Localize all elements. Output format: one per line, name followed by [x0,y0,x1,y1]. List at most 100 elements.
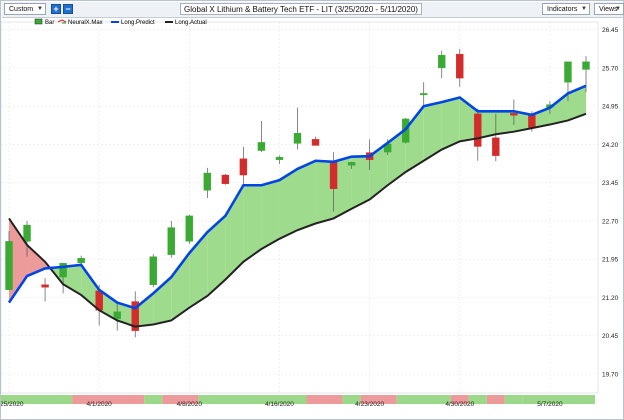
candle-body [167,227,175,255]
candle-body [438,54,446,69]
fill-segment [117,302,136,327]
candle-body [492,137,500,156]
fill-segment [171,253,190,321]
fill-segment [135,293,154,327]
legend: Bar NeuralX.Max Long.Predict Long.Actual [34,18,207,26]
fill-segment [189,232,208,308]
candle-body [113,311,121,320]
fill-segment [531,107,550,129]
fill-segment [81,264,100,311]
long-predict-line [7,84,587,310]
y-axis: 19.70 20.45 21.20 21.95 22.70 23.45 24.20 24.95… [602,27,619,378]
neuralx-band-segment [360,395,397,404]
legend-neuralx-label: NeuralX.Max [68,20,103,26]
zoom-in-button[interactable]: + [51,4,61,14]
indicators-dropdown[interactable]: Indicators ▼ [542,3,590,15]
x-tick-label: 4/30/2020 [445,401,474,408]
neuralx-band-segment [1,395,73,404]
fill-segment [297,160,316,231]
fill-segment [441,97,460,150]
period-dropdown[interactable]: Custom ▼ [4,3,46,15]
plot-border [1,21,599,394]
views-dropdown[interactable]: Views ▼ [594,3,624,15]
chevron-down-icon: ▼ [581,6,587,12]
fill-segment [27,244,46,277]
fill-segment [423,102,442,161]
neuralx-band-segment [306,395,343,404]
fill-segment [315,160,334,224]
fill-segment [279,168,298,239]
candle-body [347,162,356,166]
legend-neuralx-swatch [57,19,67,23]
candle-body [564,61,572,83]
fill-segment [261,180,280,250]
neuralx-band [1,395,596,404]
candle-body [131,301,139,331]
y-tick-label: 21.20 [602,295,619,302]
candle-body [510,113,518,116]
neuralx-band-segment [144,395,163,404]
fill-segment [207,215,226,296]
neuralx-band-segment [162,395,199,404]
fill-segment [369,142,388,200]
y-tick-label: 20.45 [602,333,619,340]
fill-segment [333,156,352,219]
candle-body [185,215,194,242]
neuralx-band-segment [504,395,523,404]
views-dropdown-label: Views [599,6,618,13]
neuralx-band-segment [486,395,505,404]
chart-title: Global X Lithium & Battery Tech ETF - LI… [180,3,422,15]
grid [1,21,599,394]
fill-segment [495,111,514,135]
y-tick-label: 22.70 [602,218,619,225]
candle-body [329,162,338,190]
y-tick-label: 24.20 [602,142,619,149]
candle-body [203,172,212,191]
candle-body [420,93,428,96]
chevron-down-icon: ▼ [615,6,621,12]
chevron-down-icon: ▼ [37,6,43,12]
neuralx-band-segment [522,395,596,404]
candle-body [77,257,85,263]
candle-body [23,224,31,242]
fill-segment [513,111,532,132]
neuralx-band-segment [396,395,451,404]
neuralx-band-segment [468,395,487,404]
fill-segment [477,111,496,139]
x-tick-label: 5/7/2020 [537,401,563,408]
period-dropdown-label: Custom [9,6,34,13]
legend-bar-label: Bar [45,20,54,26]
neuralx-band-segment [342,395,361,404]
zoom-out-button[interactable]: − [63,4,73,14]
candle-body [275,156,284,160]
fill-segment [153,277,172,325]
prediction-fill [9,85,586,327]
candle-body [311,139,320,146]
legend-predict-label: Long.Predict [121,20,155,26]
fill-segment [405,106,424,172]
y-tick-label: 24.95 [602,104,619,111]
candle-body [239,158,248,176]
candle-body [149,256,157,285]
indicators-dropdown-label: Indicators [547,6,578,13]
fill-segment [567,85,586,121]
x-tick-label: 4/8/2020 [177,401,203,408]
candle-body [474,113,482,147]
x-tick-label: 4/23/2020 [355,401,384,408]
fill-segment [549,93,568,125]
candle-body [5,241,13,291]
candlestick-chart: Bar NeuralX.Max Long.Predict Long.Actual… [1,18,619,408]
candle-body [257,142,266,151]
fill-segment [63,264,82,295]
candle-body [59,263,67,278]
y-tick-label: 25.70 [602,65,619,72]
neuralx-band-segment [450,395,469,404]
y-tick-label: 19.70 [602,372,619,379]
candle-body [221,174,230,184]
trend-lines [7,84,587,328]
candle-body [293,133,302,144]
neuralx-band-segment [72,395,145,404]
legend-actual-label: Long.Actual [175,20,207,26]
legend-bar-swatch [34,18,43,25]
